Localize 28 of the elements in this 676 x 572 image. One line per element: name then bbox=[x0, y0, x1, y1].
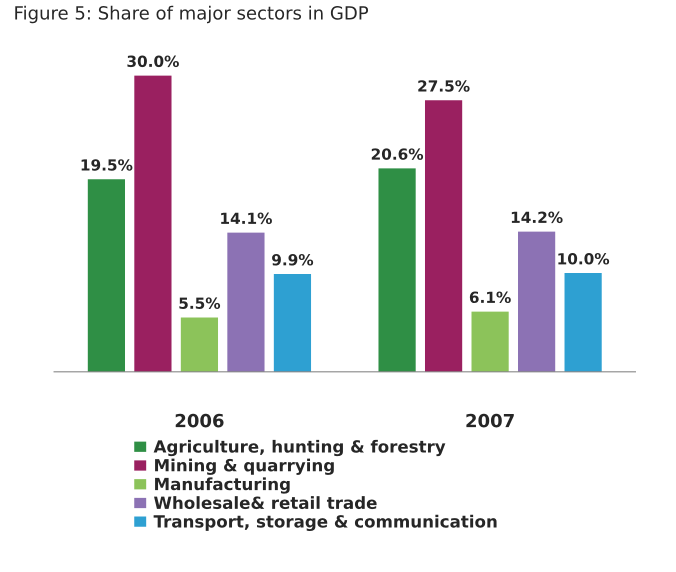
bar bbox=[518, 232, 556, 372]
bar bbox=[180, 317, 218, 372]
legend-label: Wholesale& retail trade bbox=[154, 496, 377, 510]
bar bbox=[471, 312, 509, 372]
data-label: 14.1% bbox=[221, 212, 272, 224]
data-label: 30.0% bbox=[127, 56, 179, 68]
data-label: 20.6% bbox=[372, 148, 424, 160]
bar bbox=[134, 76, 172, 372]
bar bbox=[424, 100, 462, 372]
x-tick-label: 2007 bbox=[466, 414, 514, 428]
legend-label: Transport, storage & communication bbox=[154, 514, 497, 532]
data-label: 9.9% bbox=[272, 254, 314, 266]
bar bbox=[227, 232, 265, 372]
data-label: 10.0% bbox=[558, 252, 610, 265]
chart-title: Figure 5: Share of major sectors in GDP bbox=[15, 6, 368, 24]
data-label: 5.5% bbox=[179, 297, 220, 309]
data-label: 27.5% bbox=[418, 80, 470, 92]
x-tick-label: 2006 bbox=[176, 414, 224, 428]
bar bbox=[274, 274, 312, 372]
legend-label: Agriculture, hunting & forestry bbox=[154, 440, 446, 456]
legend-label: Mining & quarrying bbox=[155, 458, 334, 475]
data-label: 14.2% bbox=[512, 212, 563, 224]
legend-label: Manufacturing bbox=[155, 477, 290, 494]
data-label: 19.5% bbox=[82, 159, 132, 171]
bar bbox=[88, 179, 126, 372]
data-label: 6.1% bbox=[470, 292, 511, 304]
bar bbox=[564, 273, 602, 372]
bar bbox=[378, 168, 416, 372]
